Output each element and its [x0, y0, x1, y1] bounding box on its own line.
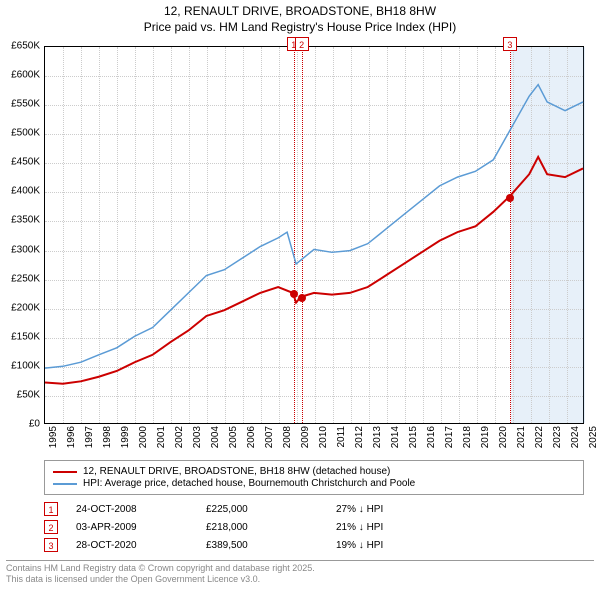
x-tick-label: 2007 [264, 426, 275, 448]
legend-label: 12, RENAULT DRIVE, BROADSTONE, BH18 8HW … [83, 466, 390, 477]
footer: Contains HM Land Registry data © Crown c… [6, 560, 594, 585]
y-tick-label: £200K [0, 302, 40, 313]
marker-row-delta: 27% ↓ HPI [336, 504, 466, 515]
title-line-2: Price paid vs. HM Land Registry's House … [0, 20, 600, 36]
x-tick-label: 2017 [444, 426, 455, 448]
series-property [45, 157, 583, 384]
marker-row-delta: 21% ↓ HPI [336, 522, 466, 533]
marker-row-index: 1 [44, 502, 58, 516]
y-tick-label: £550K [0, 99, 40, 110]
marker-row-date: 28-OCT-2020 [76, 540, 206, 551]
y-tick-label: £250K [0, 273, 40, 284]
x-tick-label: 2013 [372, 426, 383, 448]
y-tick-label: £650K [0, 41, 40, 52]
y-tick-label: £50K [0, 389, 40, 400]
marker-row-index: 2 [44, 520, 58, 534]
x-tick-label: 2006 [246, 426, 257, 448]
chart-title: 12, RENAULT DRIVE, BROADSTONE, BH18 8HW … [0, 0, 600, 35]
series-hpi [45, 85, 583, 368]
x-tick-label: 2008 [282, 426, 293, 448]
legend-item: 12, RENAULT DRIVE, BROADSTONE, BH18 8HW … [53, 466, 575, 477]
x-tick-label: 1998 [102, 426, 113, 448]
marker-row-price: £389,500 [206, 540, 336, 551]
legend-swatch [53, 471, 77, 473]
legend: 12, RENAULT DRIVE, BROADSTONE, BH18 8HW … [44, 460, 584, 495]
x-tick-label: 1996 [66, 426, 77, 448]
x-tick-label: 2011 [336, 426, 347, 448]
marker-row-index: 3 [44, 538, 58, 552]
marker-row-price: £225,000 [206, 504, 336, 515]
x-tick-label: 2015 [408, 426, 419, 448]
y-tick-label: £150K [0, 331, 40, 342]
marker-row-date: 03-APR-2009 [76, 522, 206, 533]
y-tick-label: £300K [0, 244, 40, 255]
y-tick-label: £350K [0, 215, 40, 226]
x-tick-label: 2014 [390, 426, 401, 448]
marker-row: 1 24-OCT-2008£225,00027% ↓ HPI [44, 500, 584, 518]
x-tick-label: 2016 [426, 426, 437, 448]
x-tick-label: 2000 [138, 426, 149, 448]
title-line-1: 12, RENAULT DRIVE, BROADSTONE, BH18 8HW [0, 4, 600, 20]
y-tick-label: £0 [0, 419, 40, 430]
legend-swatch [53, 483, 77, 485]
y-tick-label: £100K [0, 360, 40, 371]
x-tick-label: 1997 [84, 426, 95, 448]
marker-row: 2 03-APR-2009£218,00021% ↓ HPI [44, 518, 584, 536]
x-tick-label: 2009 [300, 426, 311, 448]
x-tick-label: 2012 [354, 426, 365, 448]
x-tick-label: 2025 [588, 426, 599, 448]
x-tick-label: 2004 [210, 426, 221, 448]
footer-line-1: Contains HM Land Registry data © Crown c… [6, 563, 594, 574]
x-tick-label: 2005 [228, 426, 239, 448]
x-tick-label: 1999 [120, 426, 131, 448]
series-layer [45, 47, 583, 423]
y-tick-label: £400K [0, 186, 40, 197]
chart-container: 12, RENAULT DRIVE, BROADSTONE, BH18 8HW … [0, 0, 600, 590]
y-tick-label: £500K [0, 128, 40, 139]
x-tick-label: 2018 [462, 426, 473, 448]
x-tick-label: 2019 [480, 426, 491, 448]
x-tick-label: 2024 [570, 426, 581, 448]
y-tick-label: £600K [0, 70, 40, 81]
marker-table: 1 24-OCT-2008£225,00027% ↓ HPI 2 03-APR-200… [44, 500, 584, 554]
marker-row: 3 28-OCT-2020£389,50019% ↓ HPI [44, 536, 584, 554]
y-tick-label: £450K [0, 157, 40, 168]
marker-row-delta: 19% ↓ HPI [336, 540, 466, 551]
footer-line-2: This data is licensed under the Open Gov… [6, 574, 594, 585]
marker-row-price: £218,000 [206, 522, 336, 533]
legend-item: HPI: Average price, detached house, Bour… [53, 478, 575, 489]
x-tick-label: 2023 [552, 426, 563, 448]
x-tick-label: 2001 [156, 426, 167, 448]
x-tick-label: 2010 [318, 426, 329, 448]
plot-area: 123 [44, 46, 584, 424]
x-tick-label: 2002 [174, 426, 185, 448]
x-tick-label: 2020 [498, 426, 509, 448]
x-tick-label: 2021 [516, 426, 527, 448]
x-tick-label: 1995 [48, 426, 59, 448]
x-tick-label: 2003 [192, 426, 203, 448]
legend-label: HPI: Average price, detached house, Bour… [83, 478, 415, 489]
marker-row-date: 24-OCT-2008 [76, 504, 206, 515]
x-tick-label: 2022 [534, 426, 545, 448]
